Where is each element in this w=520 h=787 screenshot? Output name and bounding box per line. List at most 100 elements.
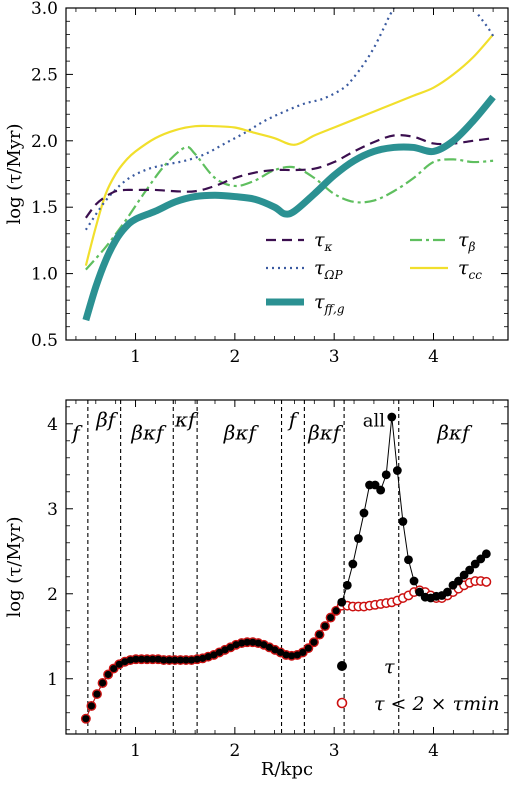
tau-point — [260, 641, 268, 649]
region-label: κf — [174, 408, 199, 432]
x-tick-label: 4 — [428, 347, 439, 367]
tau-point — [327, 613, 335, 622]
tau-point — [137, 655, 146, 663]
tau-point — [459, 570, 469, 580]
region-label: βκf — [436, 420, 473, 444]
tau-point — [193, 655, 201, 663]
tau-point — [204, 653, 212, 661]
tau-point — [104, 670, 112, 679]
x-tick-label: 3 — [329, 347, 340, 367]
tau-point — [176, 656, 185, 664]
y-tick-label: 1 — [47, 670, 58, 690]
tau-point — [342, 580, 352, 590]
region-label: βκf — [130, 420, 167, 444]
tau-point — [332, 607, 340, 615]
y-tick-label: 2 — [47, 585, 58, 605]
tau-point — [271, 646, 279, 654]
y-tick-label: 2.0 — [31, 132, 58, 152]
legend-label-2: τff,g — [314, 291, 345, 316]
tau-point — [110, 664, 118, 673]
series-line-4 — [84, 33, 494, 266]
tau-point — [409, 576, 419, 586]
x-axis-label: R/kpc — [261, 759, 313, 780]
y-axis-label: log (τ/Myr) — [4, 516, 25, 617]
x-tick-label: 4 — [428, 741, 439, 761]
x-tick-label: 1 — [130, 347, 141, 367]
tau-point — [282, 651, 290, 659]
legend-label-tau: τ — [384, 656, 395, 678]
tau-point — [381, 470, 391, 480]
tau-point — [476, 554, 486, 564]
y-tick-label: 2.5 — [31, 65, 58, 85]
tau-point — [387, 412, 397, 422]
tau-point — [354, 534, 363, 543]
tau-point — [149, 655, 157, 663]
tau-point — [470, 559, 480, 569]
tau-point — [299, 648, 307, 657]
legend: τκ τβ τΩP τcc τff,g — [266, 229, 482, 316]
x-tick-label: 2 — [229, 741, 240, 761]
legend: τ τ < 2 × τmin — [336, 656, 499, 715]
tau-point — [160, 656, 168, 664]
region-label: βf — [95, 408, 119, 432]
tau-point — [304, 644, 312, 652]
tau-point — [165, 656, 173, 664]
series-line-2 — [82, 94, 496, 322]
tau-point — [87, 702, 96, 710]
region-label: f — [287, 408, 300, 432]
series-line-extra — [477, 13, 495, 37]
tau-point — [359, 508, 369, 518]
tau-point — [93, 690, 101, 698]
series-line-0 — [84, 134, 494, 219]
y-tick-label: 4 — [47, 415, 58, 435]
region-label: βκf — [307, 420, 344, 444]
plot-frame — [65, 7, 509, 341]
tau-point — [132, 655, 140, 663]
tau-point — [226, 643, 235, 651]
legend-label-tau-min: τ < 2 × τmin — [374, 693, 499, 715]
tau-point — [370, 480, 380, 490]
tau-point — [293, 651, 301, 659]
tau-point — [121, 658, 129, 666]
tau-point — [265, 643, 274, 651]
tau-point — [115, 660, 123, 668]
tau-point — [182, 656, 190, 664]
tau-min-point — [481, 576, 492, 587]
tau-point — [315, 630, 324, 639]
x-tick-label: 3 — [329, 741, 340, 761]
tau-point — [238, 639, 246, 647]
tau-point — [126, 656, 134, 664]
tau-point — [254, 639, 262, 647]
tau-point — [210, 651, 218, 659]
tau-point — [415, 587, 424, 597]
tau-point — [187, 656, 196, 664]
tau-point — [221, 646, 229, 654]
tau-connector-line — [85, 416, 487, 719]
plot-frame — [65, 399, 509, 735]
y-tick-label: 3 — [47, 500, 58, 520]
tau-point — [337, 597, 347, 607]
top-plot-area — [82, 8, 496, 322]
legend-label-3: τβ — [458, 229, 476, 254]
tau-point — [398, 517, 408, 526]
tau-point — [82, 715, 90, 723]
tau-point — [215, 648, 223, 657]
tau-point — [288, 652, 296, 660]
y-tick-label: 1.5 — [31, 198, 58, 218]
tau-point — [154, 655, 162, 663]
tau-point — [232, 641, 240, 649]
x-tick-label: 1 — [130, 741, 141, 761]
tau-point — [404, 555, 413, 565]
tau-point — [321, 622, 329, 630]
tau-point — [243, 638, 251, 646]
tau-point — [276, 648, 285, 657]
y-tick-label: 3.0 — [31, 0, 58, 19]
tau-point — [143, 655, 151, 663]
tau-point — [443, 587, 452, 597]
series-line-3 — [85, 145, 494, 271]
tau-point — [392, 466, 402, 475]
legend-label-0: τκ — [314, 229, 333, 254]
region-label: βκf — [223, 420, 260, 444]
